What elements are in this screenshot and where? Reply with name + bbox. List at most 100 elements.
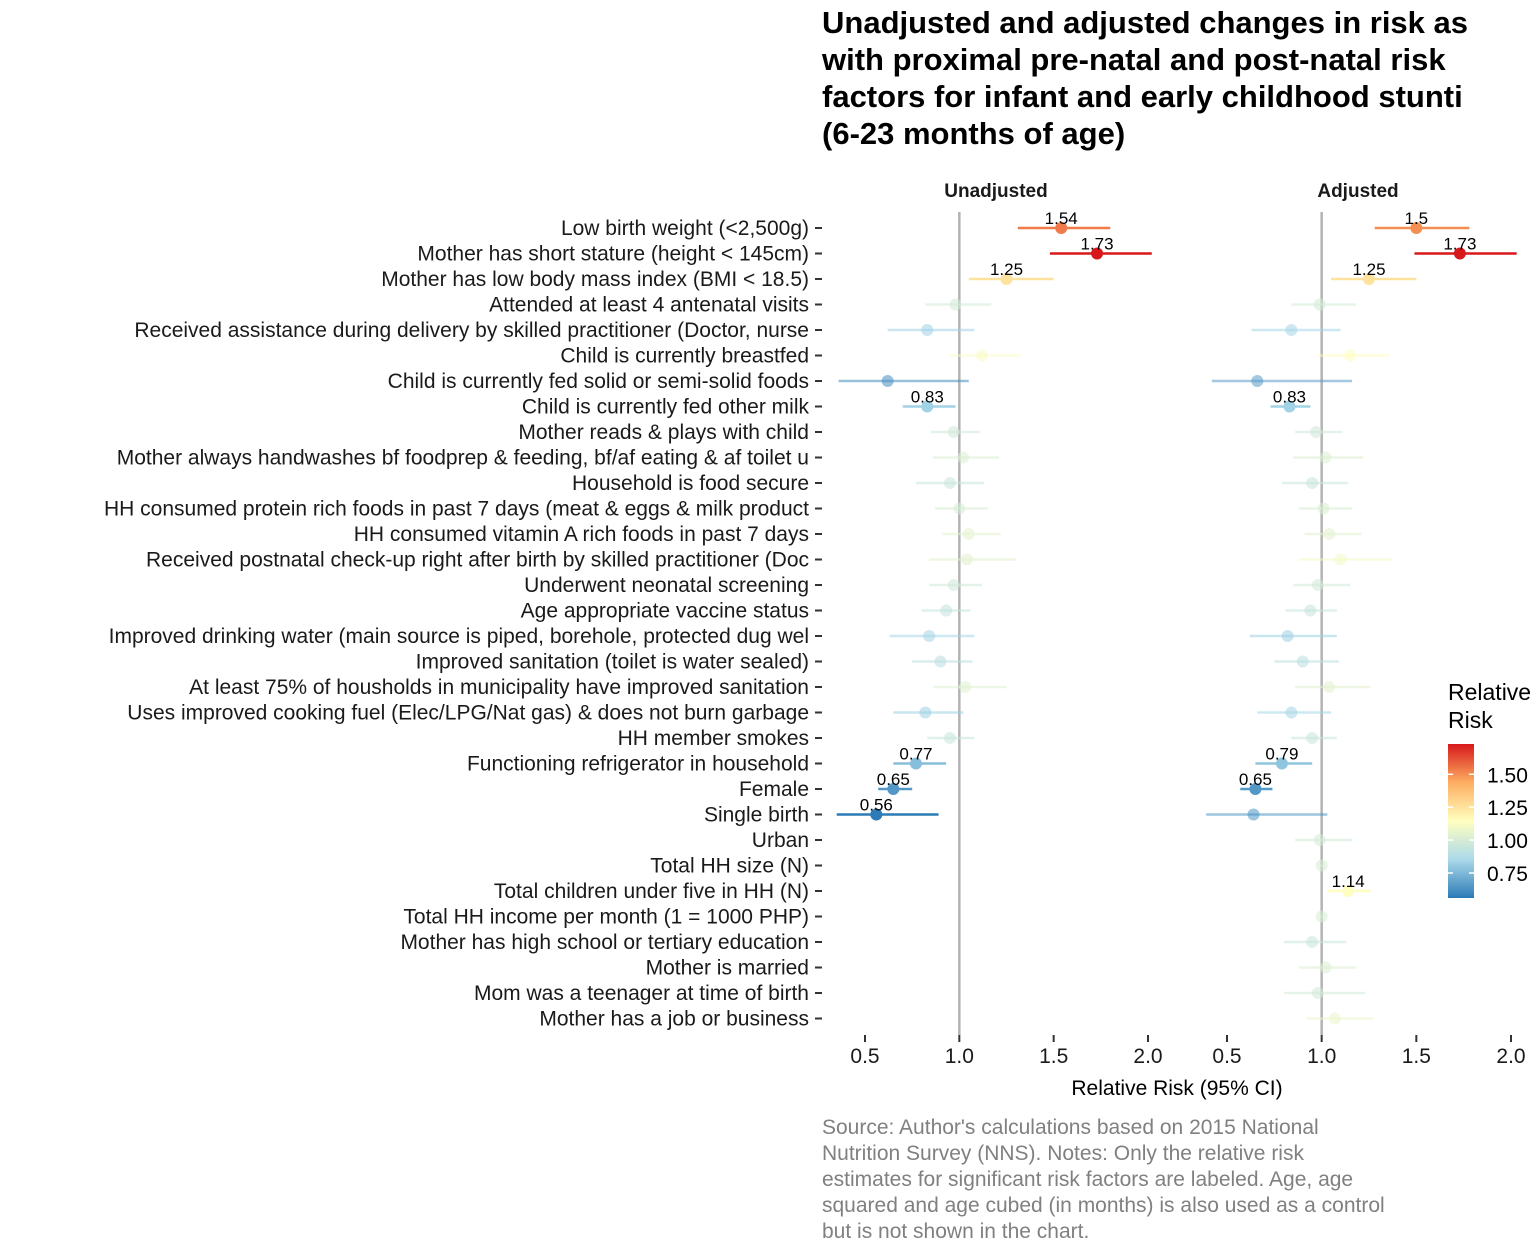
point-estimate <box>1323 528 1336 540</box>
point-estimate <box>919 706 932 719</box>
point-estimate <box>1328 1012 1341 1025</box>
point-estimate <box>1306 732 1319 744</box>
y-axis-label: Mother has high school or tertiary educa… <box>400 931 809 954</box>
point-estimate <box>1311 987 1324 999</box>
y-axis-label: Child is currently breastfed <box>560 345 809 368</box>
y-axis-label: Household is food secure <box>572 472 809 495</box>
y-axis-label: Underwent neonatal screening <box>524 574 809 597</box>
point-estimate <box>1251 375 1264 387</box>
x-axis-tick-label: 2.0 <box>1496 1045 1525 1068</box>
data-label: 1.25 <box>990 260 1023 279</box>
data-label: 1.14 <box>1332 872 1365 891</box>
y-axis-label: Mom was a teenager at time of birth <box>474 982 809 1005</box>
y-axis-label: HH consumed protein rich foods in past 7… <box>104 498 809 521</box>
point-estimate <box>1319 961 1332 974</box>
point-estimate <box>934 655 947 668</box>
point-estimate <box>1344 349 1357 362</box>
point-estimate <box>1296 655 1309 668</box>
legend-tick-label: 1.50 <box>1487 764 1528 787</box>
data-label: 0.77 <box>899 745 932 764</box>
y-axis-label: Child is currently fed solid or semi-sol… <box>388 370 809 393</box>
point-estimate <box>1285 324 1298 336</box>
point-estimate <box>940 604 953 617</box>
data-label: 0.83 <box>1273 388 1306 407</box>
x-axis-tick-label: 0.5 <box>850 1045 879 1068</box>
y-axis-label: Mother has low body mass index (BMI < 18… <box>381 268 809 291</box>
facet-strip-adjusted: Adjusted <box>1317 181 1398 202</box>
data-label: 0.65 <box>1239 770 1272 789</box>
legend-title-line-1: Relative <box>1448 679 1531 705</box>
point-estimate <box>953 502 966 515</box>
legend-title-line-2: Risk <box>1448 707 1493 733</box>
point-estimate <box>1275 757 1288 770</box>
y-axis-label: HH consumed vitamin A rich foods in past… <box>354 523 809 546</box>
point-estimate <box>1283 400 1296 413</box>
caption-line-5: but is not shown in the chart. <box>822 1220 1089 1243</box>
point-estimate <box>1453 247 1466 260</box>
y-axis-label: At least 75% of housholds in municipalit… <box>189 676 809 699</box>
chart-title: Unadjusted and adjusted changes in risk … <box>821 5 1468 151</box>
facet-label-unadjusted: Unadjusted <box>944 181 1047 202</box>
data-label: 1.25 <box>1352 260 1385 279</box>
point-estimate <box>943 732 956 744</box>
title-line-4: (6-23 months of age) <box>822 116 1125 151</box>
point-estimate <box>1281 630 1294 642</box>
legend-tick-label: 1.00 <box>1487 830 1528 853</box>
y-axis-label: Total HH size (N) <box>650 855 809 878</box>
caption-line-2: Nutrition Survey (NNS). Notes: Only the … <box>822 1142 1304 1165</box>
x-axis-tick-label: 1.5 <box>1039 1045 1068 1068</box>
title-line-2: with proximal pre-natal and post-natal r… <box>821 42 1446 77</box>
caption-line-1: Source: Author's calculations based on 2… <box>822 1116 1319 1139</box>
y-axis-label: HH member smokes <box>618 727 809 750</box>
y-axis-label: Mother has short stature (height < 145cm… <box>417 243 809 266</box>
y-axis-label: Mother is married <box>646 957 809 980</box>
y-axis-label: Mother always handwashes bf foodprep & f… <box>117 447 809 470</box>
y-axis-label: Mother has a job or business <box>539 1008 809 1031</box>
point-estimate <box>1249 783 1262 795</box>
point-estimate <box>887 783 900 795</box>
panel-unadjusted: 0.5 1.0 1.5 2.0 1.541.73 1.25 0.83 0.77 0.65 0.56 <box>836 209 1163 1068</box>
point-estimate <box>1317 502 1330 515</box>
data-label: 1.73 <box>1081 235 1114 254</box>
data-label: 1.73 <box>1443 235 1476 254</box>
point-estimate <box>1323 681 1336 693</box>
panel-adjusted: 0.5 1.0 1.5 2.0 1.5 1.73 1.25 0.83 0.79 0.65 1.14 <box>1206 209 1526 1068</box>
x-axis-tick-label: 1.5 <box>1402 1045 1431 1068</box>
point-estimate <box>943 477 956 489</box>
y-axis-label: Age appropriate vaccine status <box>521 600 809 623</box>
y-axis-label: Received assistance during delivery by s… <box>134 319 809 342</box>
point-estimate <box>960 553 973 566</box>
point-estimate <box>949 298 962 311</box>
y-axis-label: Total HH income per month (1 = 1000 PHP) <box>403 906 809 929</box>
y-axis-label: Female <box>739 778 809 801</box>
point-estimate <box>958 681 971 693</box>
point-estimate <box>923 630 936 642</box>
x-axis-tick-label: 2.0 <box>1133 1045 1162 1068</box>
point-estimate <box>1311 579 1324 591</box>
y-axis-label: Functioning refrigerator in household <box>467 753 809 776</box>
point-estimate <box>962 528 975 540</box>
y-axis-label: Received postnatal check-up right after … <box>146 549 809 572</box>
y-axis-label: Attended at least 4 antenatal visits <box>489 294 809 317</box>
data-label: 0.65 <box>877 770 910 789</box>
y-axis: Low birth weight (<2,500g) Mother has sho… <box>104 217 822 1031</box>
point-estimate <box>957 451 970 464</box>
x-axis-tick-label: 0.5 <box>1212 1045 1241 1068</box>
y-axis-label: Low birth weight (<2,500g) <box>561 217 809 240</box>
point-estimate <box>1247 808 1260 821</box>
x-axis-tick-label: 1.0 <box>945 1045 974 1068</box>
caption-line-4: squared and age cubed (in months) is als… <box>822 1194 1385 1217</box>
x-axis-tick-label: 1.0 <box>1307 1045 1336 1068</box>
y-axis-label: Improved sanitation (toilet is water sea… <box>416 651 809 674</box>
facet-label-adjusted: Adjusted <box>1317 181 1398 202</box>
point-estimate <box>870 808 883 821</box>
y-axis-label: Urban <box>752 829 809 852</box>
point-estimate <box>975 349 988 362</box>
point-estimate <box>1319 451 1332 464</box>
point-estimate <box>1304 604 1317 617</box>
legend-tick-label: 0.75 <box>1487 863 1528 886</box>
point-estimate <box>1313 298 1326 311</box>
point-estimate <box>1285 706 1298 719</box>
point-estimate <box>1342 885 1355 897</box>
point-estimate <box>1306 477 1319 489</box>
